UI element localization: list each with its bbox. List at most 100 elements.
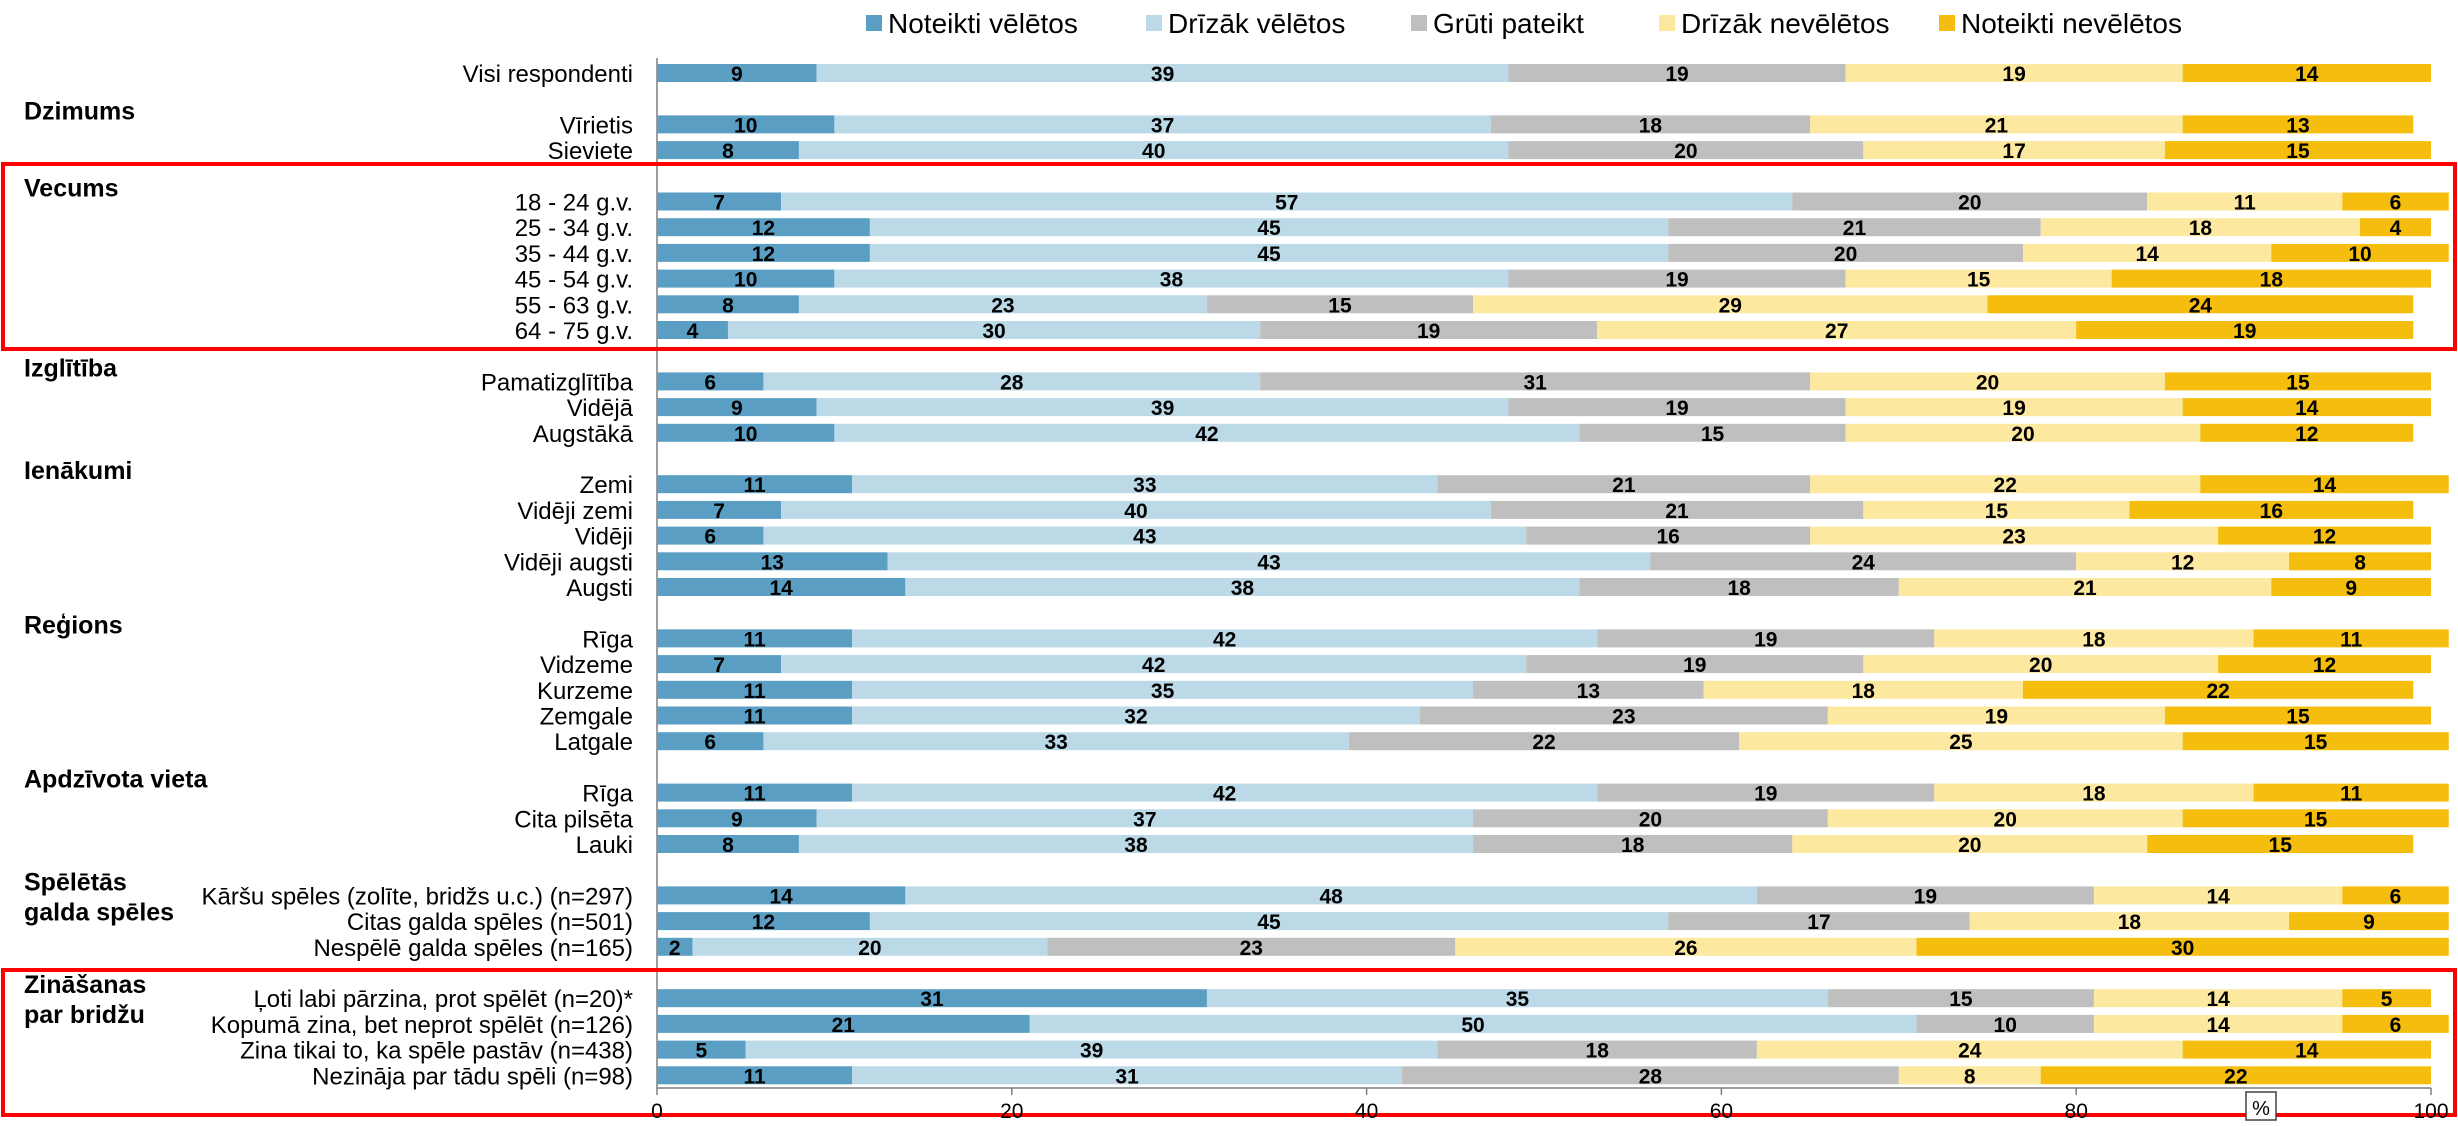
data-label: 20 [858, 937, 881, 960]
data-label: 8 [1964, 1065, 1976, 1088]
data-label: 11 [2234, 192, 2257, 215]
data-label: 6 [704, 731, 716, 754]
bar-segment [657, 243, 870, 262]
bar-segment [1348, 732, 1740, 751]
data-label: 10 [734, 114, 757, 137]
bar-segment [2093, 1014, 2343, 1033]
data-label: 23 [1240, 937, 1263, 960]
bar-segment [1473, 809, 1828, 828]
bar-segment [1739, 732, 2183, 751]
bar-segment [2182, 1040, 2431, 1059]
group-label: par bridžu [24, 1001, 145, 1029]
data-label: 18 [1639, 114, 1663, 137]
data-label: 20 [1994, 808, 2017, 831]
data-label: 31 [920, 988, 944, 1011]
data-label: 19 [1665, 397, 1688, 420]
data-label: 15 [1328, 294, 1352, 317]
data-label: 8 [722, 834, 734, 857]
bar-segment [1473, 295, 1988, 314]
data-label: 12 [2313, 654, 2336, 677]
data-label: 20 [1834, 243, 1857, 266]
data-label: 22 [1532, 731, 1555, 754]
bar-segment [2164, 706, 2431, 725]
bar-segment [2200, 475, 2449, 494]
bar-segment [657, 937, 693, 956]
bar-segment [1508, 64, 1846, 82]
row-label: Zina tikai to, ka spēle pastāv (n=438) [240, 1038, 633, 1065]
bar-segment [657, 680, 853, 699]
legend-swatch-3 [1411, 15, 1427, 31]
bar-segment [1934, 783, 2254, 802]
bar-segment [852, 629, 1598, 648]
data-label: 15 [2304, 808, 2328, 831]
bar-segment [1845, 269, 2112, 288]
bar-segment [816, 64, 1509, 82]
data-label: 42 [1195, 423, 1218, 446]
row-label: Rīga [582, 781, 633, 808]
data-label: 18 [2260, 269, 2284, 292]
bar-segment [1916, 1014, 2094, 1033]
bar-segment [2253, 783, 2449, 802]
bar-segment [1827, 809, 2183, 828]
row-label: 45 - 54 g.v. [515, 267, 633, 294]
data-label: 16 [1657, 526, 1680, 549]
bar-segment [2076, 321, 2414, 339]
data-label: 14 [2313, 474, 2337, 497]
bar-segment [657, 706, 853, 725]
row-label: Zemi [580, 472, 633, 499]
bar-segment [1792, 835, 2148, 853]
bar-segment [1260, 321, 1598, 339]
bar-segment [2218, 655, 2431, 674]
bar-segment [692, 937, 1048, 956]
row-label: Nespēlē galda spēles (n=165) [313, 935, 633, 962]
row-label: Citas galda spēles (n=501) [347, 909, 633, 936]
data-label: 11 [743, 680, 766, 703]
bar-segment [1490, 115, 1811, 134]
bar-segment [1473, 680, 1704, 699]
bar-segment [657, 655, 782, 674]
bar-segment [1473, 835, 1793, 853]
data-label: 45 [1257, 911, 1281, 934]
data-label: 14 [2206, 1014, 2230, 1037]
data-label: 15 [1949, 988, 1973, 1011]
row-label: Vidējā [567, 395, 634, 422]
data-label: 20 [1958, 834, 1981, 857]
bar-segment [657, 989, 1207, 1008]
bar-segment [887, 552, 1651, 571]
data-label: 39 [1151, 63, 1174, 86]
data-label: 22 [2224, 1065, 2247, 1088]
row-label: 35 - 44 g.v. [515, 241, 633, 268]
bar-segment [657, 809, 817, 828]
row-label: 25 - 34 g.v. [515, 215, 633, 242]
data-label: 20 [1639, 808, 1662, 831]
data-label: 38 [1231, 577, 1255, 600]
group-label: Vecums [24, 175, 119, 203]
bar-segment [781, 192, 1793, 211]
legend-label-3: Grūti pateikt [1433, 8, 1584, 39]
bar-segment [834, 423, 1580, 442]
bar-segment [2093, 989, 2343, 1008]
data-label: 18 [2082, 783, 2106, 806]
data-label: 28 [1639, 1065, 1663, 1088]
row-label: Lauki [576, 832, 633, 859]
legend-swatch-2 [1146, 15, 1162, 31]
data-label: 30 [982, 320, 1005, 343]
bar-segment [1916, 937, 2449, 956]
row-label: Visi respondenti [463, 61, 633, 88]
legend-label-4: Drīzāk nevēlētos [1681, 8, 1890, 39]
bar-segment [2342, 1014, 2449, 1033]
bar-segment [657, 423, 835, 442]
legend-label-2: Drīzāk vēlētos [1168, 8, 1345, 39]
data-label: 14 [2295, 1040, 2319, 1063]
data-label: 15 [2286, 140, 2310, 163]
x-tick-label: 40 [1355, 1100, 1378, 1122]
data-label: 20 [1976, 371, 1999, 394]
data-label: 18 [1727, 577, 1751, 600]
bar-segment [1898, 578, 2272, 596]
bar-segment [1402, 1066, 1899, 1085]
bar-segment [657, 500, 782, 519]
data-label: 8 [2354, 551, 2366, 574]
data-label: 13 [761, 551, 784, 574]
bar-segment [727, 321, 1261, 339]
data-label: 33 [1133, 474, 1156, 497]
